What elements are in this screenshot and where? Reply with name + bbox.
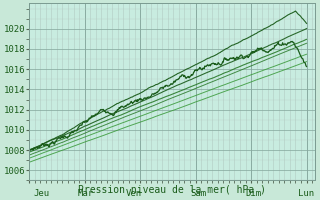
Text: Lun: Lun (298, 189, 314, 198)
Text: Jeu: Jeu (34, 189, 50, 198)
Text: Mar: Mar (78, 189, 94, 198)
Text: Dim: Dim (245, 189, 262, 198)
Text: Ven: Ven (126, 189, 142, 198)
X-axis label: Pression niveau de la mer( hPa ): Pression niveau de la mer( hPa ) (78, 185, 266, 195)
Text: Sam: Sam (190, 189, 206, 198)
